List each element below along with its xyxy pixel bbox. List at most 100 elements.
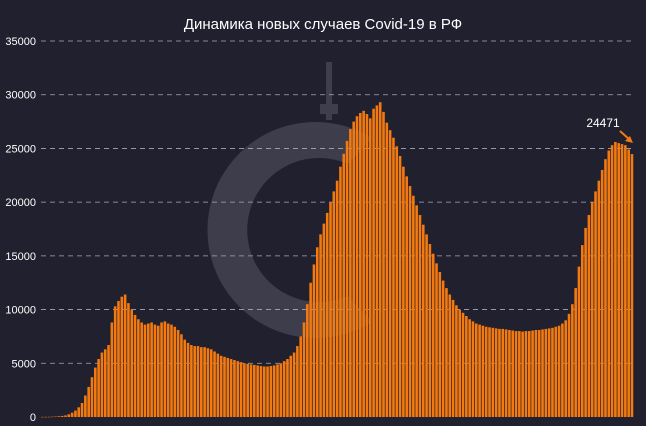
bar (213, 351, 216, 417)
bar (518, 331, 521, 417)
bar (156, 325, 160, 417)
bar (537, 329, 541, 417)
bar (87, 386, 90, 417)
bar (110, 322, 114, 417)
bar (292, 352, 296, 417)
watermark-mast-base (320, 104, 338, 114)
bar (282, 361, 286, 417)
y-axis-ticks: 0 5000 10000 15000 20000 25000 30000 35000 (5, 36, 36, 424)
bar (438, 271, 442, 417)
bar (97, 358, 100, 417)
watermark-logo (207, 62, 372, 338)
bar (166, 323, 170, 417)
annotation-arrowhead-icon (625, 136, 633, 143)
bar (117, 300, 120, 417)
bar (511, 330, 514, 417)
bar (435, 263, 438, 417)
bar (474, 323, 478, 417)
bar (80, 403, 84, 417)
bar (289, 355, 293, 417)
bar (534, 329, 538, 417)
bar (600, 169, 604, 417)
bar (183, 339, 187, 417)
bar (445, 288, 448, 417)
bar (216, 353, 220, 417)
bar (412, 195, 415, 417)
bar (392, 137, 395, 417)
bar (465, 316, 468, 417)
bar (484, 326, 488, 417)
y-tick-label: 0 (30, 412, 36, 424)
bar (272, 365, 276, 417)
bar (190, 345, 193, 417)
bar (243, 363, 246, 417)
bar (203, 347, 206, 417)
bar (315, 247, 319, 417)
bar (319, 234, 322, 417)
bar (604, 159, 607, 418)
bar (547, 328, 551, 417)
bar (236, 361, 240, 417)
bar (375, 105, 379, 418)
bar (402, 166, 405, 417)
bar (561, 323, 564, 417)
bar (362, 110, 365, 417)
bar (325, 212, 329, 417)
bar (180, 334, 183, 417)
bar (498, 328, 501, 417)
bar (57, 416, 61, 417)
bar (296, 346, 299, 417)
y-tick-label: 30000 (5, 90, 36, 102)
y-tick-label: 35000 (5, 36, 36, 48)
bar (458, 309, 461, 417)
bar (471, 321, 475, 417)
bar (408, 186, 412, 417)
bar (355, 116, 359, 417)
bar (594, 191, 597, 417)
bar (322, 223, 326, 417)
bar (630, 154, 634, 418)
bar (74, 410, 77, 417)
last-value-annotation: 24471 (586, 116, 633, 143)
bar (279, 363, 283, 417)
bar (544, 328, 548, 417)
bar (262, 366, 266, 417)
bar (193, 346, 196, 417)
bar (147, 323, 150, 417)
bar (160, 322, 163, 417)
bar (531, 330, 534, 417)
bar (200, 347, 203, 417)
bar (349, 129, 352, 417)
bar (564, 320, 568, 417)
bar (246, 363, 249, 417)
bar (398, 155, 402, 417)
bar (541, 329, 544, 417)
bar (624, 145, 627, 417)
bar (130, 309, 134, 417)
bar (84, 395, 87, 417)
bar (223, 356, 226, 417)
bar (451, 299, 455, 417)
bar (140, 322, 143, 417)
bar (587, 215, 591, 417)
bar (127, 303, 130, 417)
bar (580, 245, 584, 417)
bar (329, 202, 332, 417)
bar (100, 352, 104, 417)
bar (103, 349, 107, 417)
bar (607, 150, 611, 417)
bar (219, 355, 223, 417)
bar (571, 304, 574, 417)
bar (77, 407, 81, 417)
bar (418, 215, 422, 417)
bar (557, 325, 561, 417)
bar (50, 416, 54, 418)
bar (150, 322, 153, 417)
bar (335, 180, 339, 417)
bar (421, 224, 425, 417)
bar (339, 166, 342, 417)
bar (137, 319, 140, 417)
bar (143, 324, 147, 417)
bar (448, 294, 452, 417)
